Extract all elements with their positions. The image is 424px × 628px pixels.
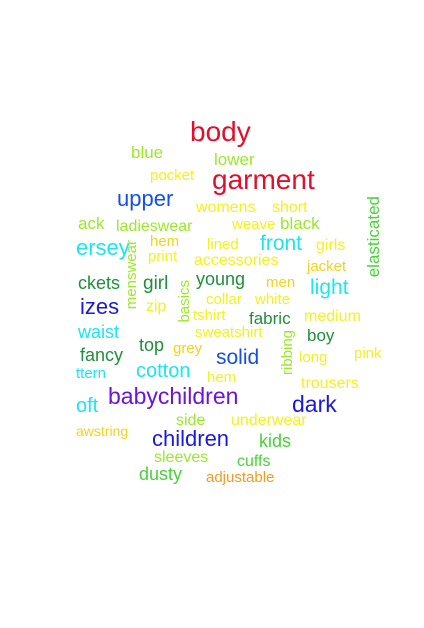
word-awstring: awstring (76, 423, 129, 439)
word-grey: grey (173, 340, 203, 357)
word-waist: waist (78, 322, 120, 342)
word-fancy: fancy (80, 345, 124, 365)
word-blue: blue (131, 143, 164, 162)
word-young: young (196, 269, 246, 289)
word-men: men (266, 274, 296, 291)
word-menswear: menswear (123, 240, 140, 310)
word-ersey: ersey (76, 235, 130, 260)
word-upper: upper (117, 186, 174, 211)
word-lined: lined (207, 236, 239, 253)
word-collar: collar (206, 291, 242, 308)
word-accessories: accessories (194, 252, 279, 269)
word-garment: garment (212, 164, 315, 195)
word-pocket: pocket (150, 167, 195, 184)
word-babychildren: babychildren (108, 383, 239, 409)
word-adjustable: adjustable (206, 469, 275, 486)
word-children: children (152, 426, 230, 451)
word-solid: solid (216, 346, 260, 369)
word-white: white (255, 291, 291, 308)
word-girl: girl (143, 273, 169, 294)
word-black: black (280, 214, 320, 233)
word-medium: medium (304, 308, 361, 325)
word-womens: womens (196, 199, 256, 216)
word-ttern: ttern (76, 365, 107, 382)
word-izes: izes (80, 294, 120, 319)
word-light: light (310, 276, 349, 299)
word-sweatshirt: sweatshirt (195, 324, 263, 341)
word-lower: lower (214, 150, 255, 169)
word-body: body (190, 116, 251, 147)
word-long: long (299, 349, 328, 366)
word-trousers: trousers (301, 375, 359, 392)
word-ack: ack (78, 214, 105, 233)
word-cotton: cotton (136, 360, 191, 382)
word-girls: girls (316, 237, 346, 254)
word-top: top (139, 335, 165, 355)
word-kids: kids (259, 431, 292, 451)
word-underwear: underwear (231, 412, 307, 429)
word-tshirt: tshirt (193, 307, 226, 324)
word-ckets: ckets (78, 273, 121, 293)
word-elasticated: elasticated (364, 196, 383, 278)
word-cuffs: cuffs (237, 453, 271, 470)
word-ladieswear: ladieswear (116, 218, 193, 235)
word-fabric: fabric (249, 309, 291, 328)
word-jacket: jacket (307, 258, 347, 275)
word-sleeves: sleeves (154, 449, 209, 466)
word-short: short (272, 199, 308, 216)
word-side: side (176, 412, 206, 429)
word-boy: boy (307, 326, 335, 345)
word-hem: hem (150, 233, 180, 250)
word-print: print (148, 248, 178, 265)
word-weave: weave (232, 216, 276, 233)
word-oft: oft (76, 395, 99, 417)
word-basics: basics (176, 280, 193, 323)
word-dark: dark (292, 391, 337, 417)
word-dusty: dusty (139, 464, 183, 484)
word-zip: zip (146, 298, 167, 315)
word-front: front (260, 232, 303, 255)
word-hem: hem (207, 369, 237, 386)
word-pink: pink (354, 345, 382, 362)
word-ribbing: ribbing (279, 330, 296, 376)
